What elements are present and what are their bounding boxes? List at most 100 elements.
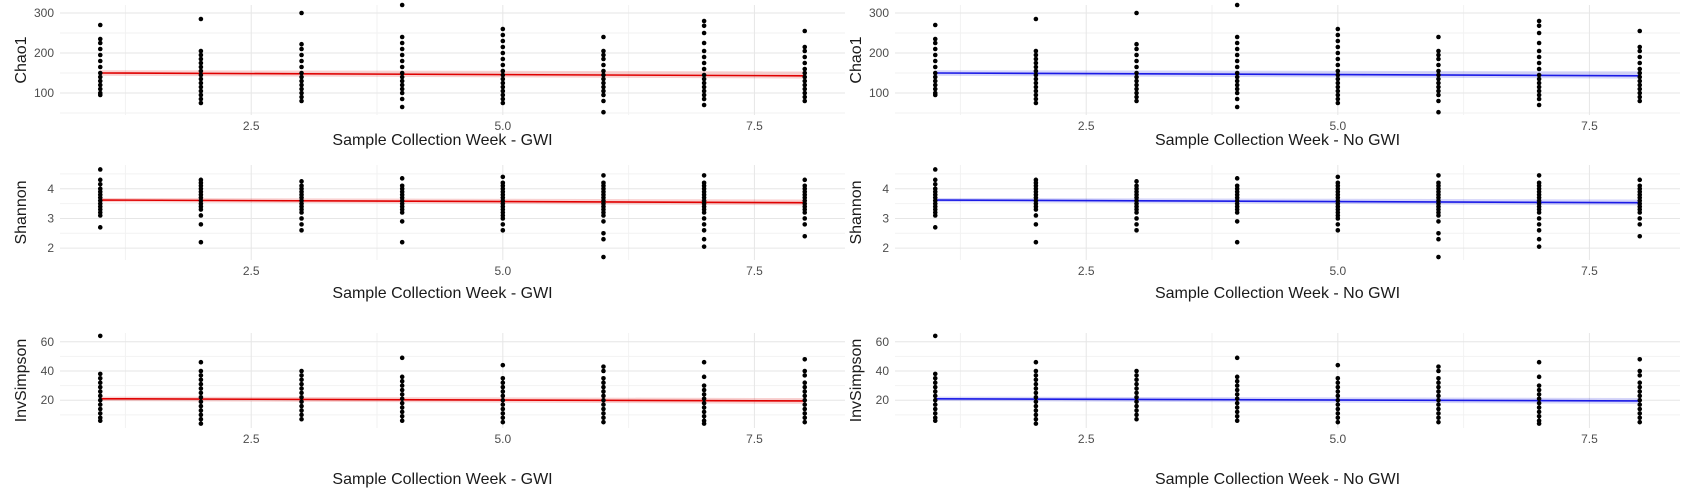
data-point xyxy=(1033,76,1039,82)
data-point xyxy=(399,176,405,181)
x-axis-title: Sample Collection Week - GWI xyxy=(332,285,552,302)
data-point xyxy=(198,96,204,102)
data-point xyxy=(299,399,304,404)
data-point xyxy=(1234,176,1240,181)
y-tick-label: 300 xyxy=(34,6,54,20)
data-point xyxy=(701,72,707,78)
data-point xyxy=(198,68,204,74)
data-point xyxy=(1234,104,1240,110)
data-point xyxy=(701,236,707,242)
x-axis-title: Sample Collection Week - No GWI xyxy=(1155,132,1400,149)
data-point xyxy=(1335,419,1341,425)
y-tick-label: 20 xyxy=(41,393,55,407)
data-point xyxy=(601,389,606,394)
data-point xyxy=(399,52,405,58)
data-point xyxy=(1637,222,1643,227)
data-point xyxy=(198,390,204,396)
data-point xyxy=(932,58,938,64)
data-point xyxy=(299,386,304,391)
points xyxy=(97,2,808,115)
data-point xyxy=(1134,58,1139,64)
data-point xyxy=(1234,409,1240,415)
data-point xyxy=(97,380,103,385)
data-point xyxy=(1436,406,1441,412)
data-point xyxy=(802,48,808,54)
data-point xyxy=(1033,359,1039,365)
data-point xyxy=(1134,377,1139,383)
data-point xyxy=(1033,377,1039,383)
data-point xyxy=(1637,384,1643,390)
data-point xyxy=(1436,98,1441,104)
data-point xyxy=(1335,406,1341,412)
points xyxy=(97,167,808,260)
data-point xyxy=(1234,82,1240,88)
data-point xyxy=(1637,393,1643,399)
data-point xyxy=(1033,386,1039,391)
data-point xyxy=(932,376,938,381)
data-point xyxy=(1234,64,1240,70)
y-tick-label: 4 xyxy=(47,182,54,196)
data-point xyxy=(299,381,304,387)
grid xyxy=(60,333,845,428)
data-point xyxy=(1637,86,1643,92)
data-point xyxy=(97,376,103,381)
data-point xyxy=(1637,44,1643,50)
data-point xyxy=(198,64,204,70)
data-point xyxy=(1335,32,1341,38)
data-point xyxy=(500,393,506,399)
data-point xyxy=(1436,254,1441,260)
data-point xyxy=(1134,90,1139,96)
data-point xyxy=(97,213,103,218)
data-point xyxy=(1637,82,1643,88)
x-tick-label: 2.5 xyxy=(1078,119,1095,133)
data-point xyxy=(1637,98,1643,104)
data-point xyxy=(399,355,405,361)
data-point xyxy=(198,377,204,383)
data-point xyxy=(198,368,204,374)
data-point xyxy=(932,40,938,46)
data-point xyxy=(701,48,707,54)
data-point xyxy=(932,384,938,390)
data-point xyxy=(1637,419,1643,425)
data-point xyxy=(932,406,938,412)
data-point xyxy=(198,72,204,78)
data-point xyxy=(1536,216,1542,221)
data-point xyxy=(601,48,606,54)
y-tick-label: 40 xyxy=(876,364,890,378)
data-point xyxy=(97,411,103,416)
x-axis-title: Sample Collection Week - No GWI xyxy=(1155,471,1400,488)
data-point xyxy=(399,78,405,84)
data-point xyxy=(399,418,405,423)
x-axis-title: Sample Collection Week - GWI xyxy=(332,471,552,488)
chart-shannon-gwi: 2.5 5.0 7.5 2 3 4 Sample Collection Week - GWI… xyxy=(13,165,845,302)
data-point xyxy=(1335,222,1341,227)
data-point xyxy=(1134,82,1139,88)
points xyxy=(932,2,1643,115)
y-tick-label: 20 xyxy=(876,393,890,407)
data-point xyxy=(1234,355,1240,361)
data-point xyxy=(1033,381,1039,387)
data-point xyxy=(97,181,103,187)
data-point xyxy=(1234,52,1240,58)
x-tick-label: 5.0 xyxy=(1329,432,1346,446)
data-point xyxy=(198,386,204,391)
y-axis-title: Chao1 xyxy=(848,36,865,83)
data-point xyxy=(97,82,103,88)
data-point xyxy=(932,225,938,230)
data-point xyxy=(500,38,506,44)
data-point xyxy=(701,210,707,215)
data-point xyxy=(1536,396,1542,402)
data-point xyxy=(701,96,707,102)
data-point xyxy=(500,100,506,106)
data-point xyxy=(299,228,304,233)
data-point xyxy=(299,395,304,400)
data-point xyxy=(299,179,304,184)
data-point xyxy=(1234,418,1240,423)
data-point xyxy=(932,82,938,88)
data-point xyxy=(1536,72,1542,78)
data-point xyxy=(299,86,304,92)
data-point xyxy=(1033,16,1039,22)
y-tick-label: 200 xyxy=(869,46,889,60)
data-point xyxy=(701,392,707,397)
data-point xyxy=(1335,84,1341,90)
